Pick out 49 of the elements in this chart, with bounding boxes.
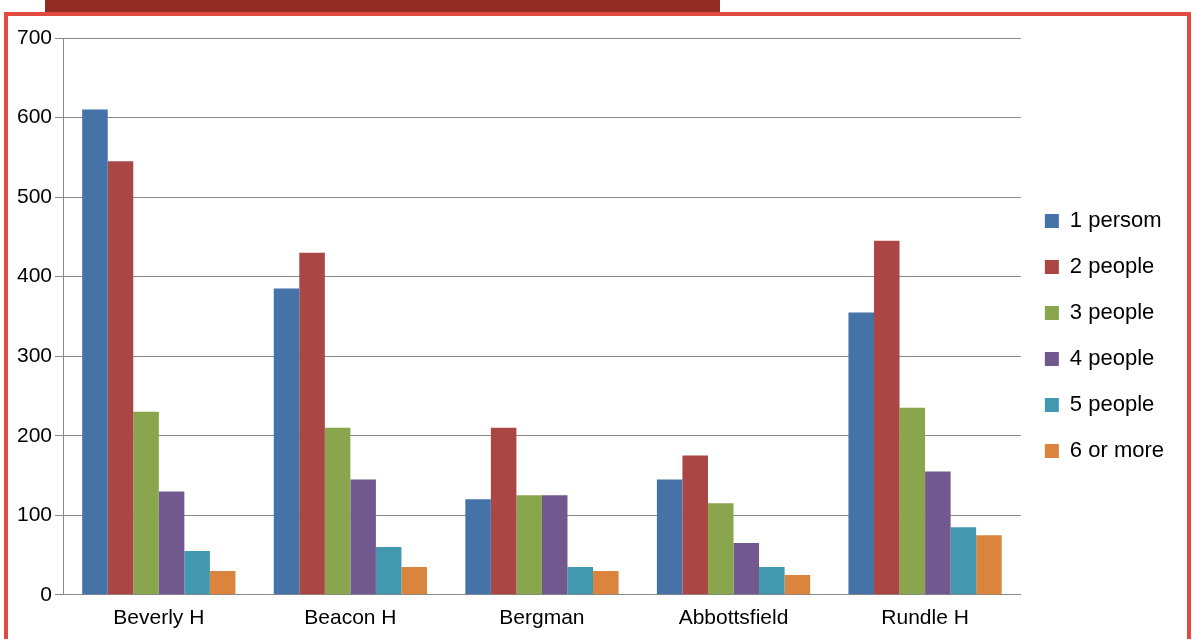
legend-label: 2 people	[1069, 253, 1155, 279]
bar	[733, 543, 760, 595]
bar	[490, 427, 517, 595]
bar	[707, 503, 734, 595]
bar	[925, 471, 951, 595]
y-tick-label: 0	[40, 581, 53, 605]
legend-label: 5 people	[1069, 391, 1155, 417]
bar	[516, 495, 542, 595]
x-tick-label: Bergman	[499, 605, 585, 629]
bar	[82, 109, 108, 595]
y-tick-label: 300	[16, 342, 53, 366]
x-tick-label: Abbottsfield	[678, 605, 789, 629]
y-tick-label: 100	[16, 502, 53, 526]
bar	[682, 455, 708, 595]
bar	[375, 547, 402, 595]
bar	[567, 566, 594, 595]
bar	[209, 570, 236, 595]
y-tick-label: 500	[16, 183, 53, 207]
bar	[107, 161, 134, 595]
bar	[848, 312, 874, 595]
bar	[401, 566, 428, 595]
bar	[541, 495, 568, 595]
legend-label: 4 people	[1069, 345, 1155, 371]
bar	[950, 527, 977, 595]
bar	[273, 288, 300, 595]
x-tick-label: Beacon H	[304, 605, 397, 629]
bar	[976, 535, 1002, 595]
bar	[133, 411, 159, 595]
legend-label: 6 or more	[1069, 437, 1165, 463]
y-tick-label: 700	[16, 24, 53, 48]
bar	[759, 566, 785, 595]
bar	[656, 479, 683, 595]
legend-label: 1 persom	[1069, 207, 1162, 233]
bar	[873, 240, 900, 595]
bar	[299, 252, 325, 595]
bar	[465, 499, 491, 595]
bar	[784, 574, 811, 595]
bar	[899, 407, 926, 595]
x-tick-label: Beverly H	[113, 605, 205, 629]
bar	[350, 479, 376, 595]
bar	[158, 491, 185, 595]
legend-label: 3 people	[1069, 299, 1155, 325]
y-tick-label: 200	[16, 422, 53, 446]
bar	[593, 570, 619, 595]
x-tick-label: Rundle H	[881, 605, 969, 629]
bar	[324, 427, 351, 595]
bar	[184, 551, 210, 595]
y-tick-label: 600	[16, 104, 53, 128]
y-tick-label: 400	[16, 263, 53, 287]
